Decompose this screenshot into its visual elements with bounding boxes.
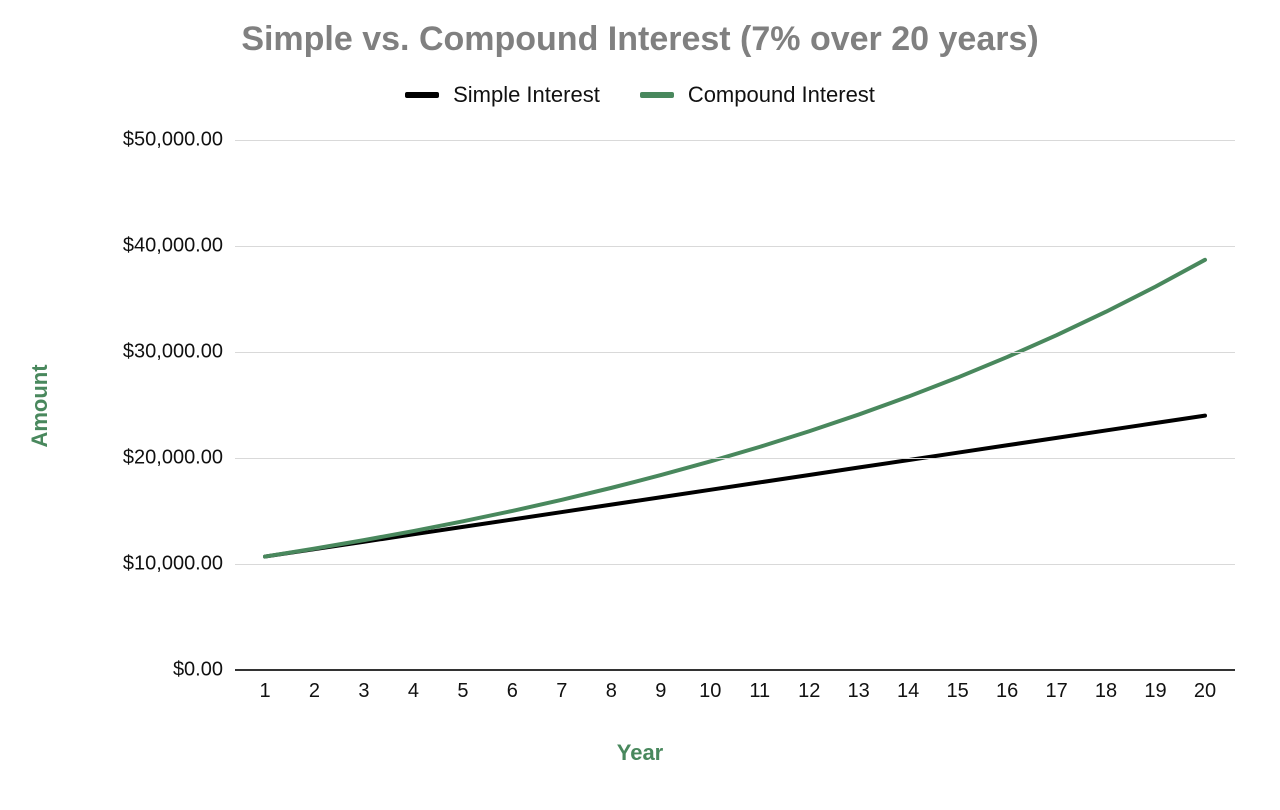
x-axis-title: Year xyxy=(0,740,1280,766)
gridline xyxy=(235,352,1235,353)
x-axis-line xyxy=(235,669,1235,671)
x-tick-label: 20 xyxy=(1194,670,1216,703)
legend-swatch-compound xyxy=(640,92,674,98)
y-tick-label: $30,000.00 xyxy=(123,341,235,364)
interest-chart: Simple vs. Compound Interest (7% over 20… xyxy=(0,0,1280,810)
x-tick-label: 14 xyxy=(897,670,919,703)
x-tick-label: 13 xyxy=(848,670,870,703)
x-tick-label: 5 xyxy=(457,670,468,703)
legend-item-simple: Simple Interest xyxy=(405,82,600,108)
legend-item-compound: Compound Interest xyxy=(640,82,875,108)
y-tick-label: $50,000.00 xyxy=(123,129,235,152)
y-tick-label: $20,000.00 xyxy=(123,447,235,470)
gridline xyxy=(235,140,1235,141)
chart-legend: Simple Interest Compound Interest xyxy=(0,82,1280,108)
x-tick-label: 16 xyxy=(996,670,1018,703)
gridline xyxy=(235,246,1235,247)
y-axis-title: Amount xyxy=(27,356,53,456)
gridline xyxy=(235,564,1235,565)
x-tick-label: 15 xyxy=(947,670,969,703)
x-tick-label: 8 xyxy=(606,670,617,703)
y-tick-label: $0.00 xyxy=(173,659,235,682)
x-tick-label: 9 xyxy=(655,670,666,703)
y-tick-label: $40,000.00 xyxy=(123,235,235,258)
x-tick-label: 11 xyxy=(749,670,770,703)
series-line xyxy=(265,260,1205,557)
x-tick-label: 1 xyxy=(259,670,270,703)
x-tick-label: 4 xyxy=(408,670,419,703)
legend-swatch-simple xyxy=(405,92,439,98)
x-tick-label: 6 xyxy=(507,670,518,703)
x-tick-label: 7 xyxy=(556,670,567,703)
x-tick-label: 17 xyxy=(1045,670,1067,703)
legend-label-simple: Simple Interest xyxy=(453,82,600,108)
x-tick-label: 3 xyxy=(358,670,369,703)
series-svg xyxy=(235,140,1235,670)
y-tick-label: $10,000.00 xyxy=(123,553,235,576)
series-line xyxy=(265,416,1205,557)
x-tick-label: 2 xyxy=(309,670,320,703)
chart-title: Simple vs. Compound Interest (7% over 20… xyxy=(0,20,1280,59)
gridline xyxy=(235,458,1235,459)
x-tick-label: 18 xyxy=(1095,670,1117,703)
legend-label-compound: Compound Interest xyxy=(688,82,875,108)
x-tick-label: 19 xyxy=(1144,670,1166,703)
x-tick-label: 10 xyxy=(699,670,721,703)
plot-area: $0.00$10,000.00$20,000.00$30,000.00$40,0… xyxy=(235,140,1235,670)
x-tick-label: 12 xyxy=(798,670,820,703)
